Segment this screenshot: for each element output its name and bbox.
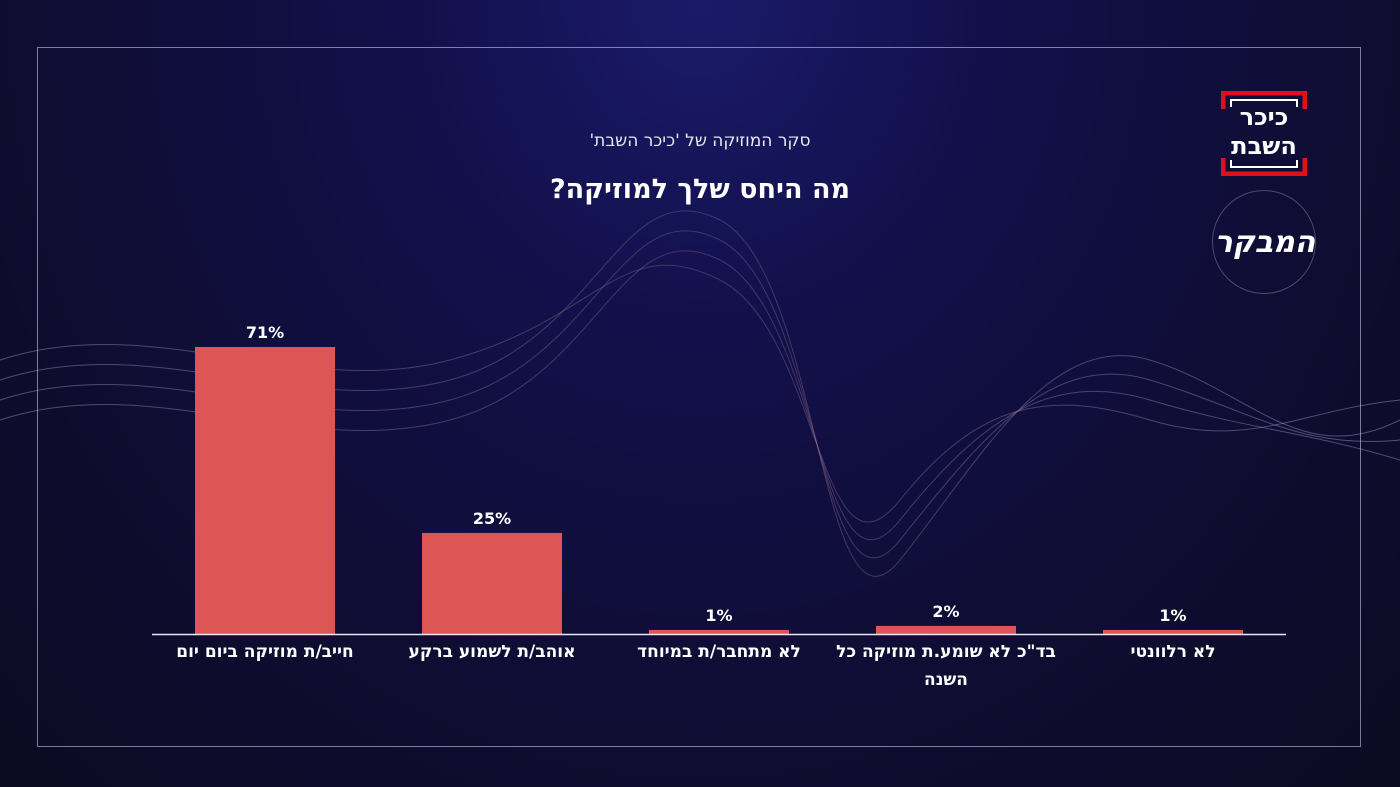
value-label: 1% bbox=[1159, 605, 1187, 625]
category-label: לא רלוונטי bbox=[1130, 642, 1216, 662]
chart-frame bbox=[37, 47, 1361, 747]
bar bbox=[195, 347, 335, 634]
bar bbox=[1103, 629, 1243, 634]
value-label: 2% bbox=[932, 601, 960, 621]
category-label: לא מתחבר/ת במיוחד bbox=[637, 642, 801, 662]
kikar-logo-text: כיכר השבת bbox=[1231, 103, 1297, 160]
bar bbox=[422, 532, 562, 634]
category-label: חייב/ת מוזיקה ביום יום bbox=[176, 642, 354, 662]
chart-title: מה היחס שלך למוזיקה? bbox=[549, 174, 851, 205]
value-label: 71% bbox=[245, 323, 285, 342]
bar bbox=[649, 629, 789, 634]
bar bbox=[876, 625, 1016, 634]
value-label: 1% bbox=[705, 605, 733, 625]
hamevaker-logo-text: המבקר bbox=[1214, 225, 1316, 260]
category-label: בד"כ לא שומע.ת מוזיקה כל השנה bbox=[836, 642, 1056, 690]
hamevaker-logo: המבקר bbox=[1212, 190, 1316, 294]
kikar-hashabat-logo: כיכר השבת bbox=[1221, 91, 1307, 176]
chart-subtitle: סקר המוזיקה של 'כיכר השבת' bbox=[589, 131, 811, 151]
category-label: אוהב/ת לשמוע ברקע bbox=[408, 642, 576, 662]
value-label: 25% bbox=[472, 508, 512, 528]
